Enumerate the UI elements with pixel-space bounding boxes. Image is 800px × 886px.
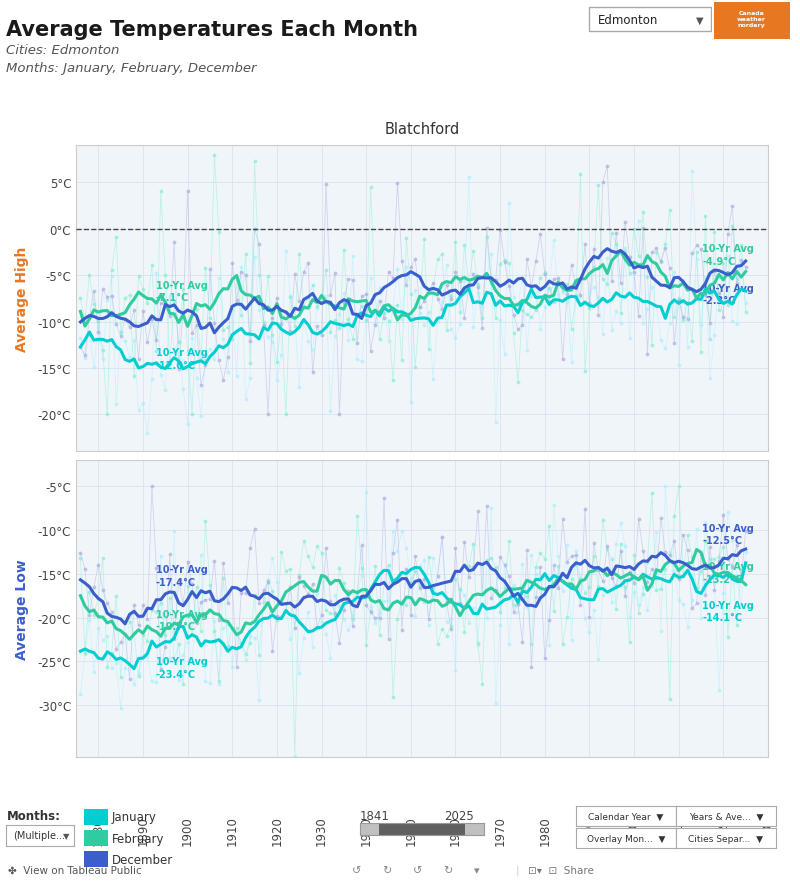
Text: ▼: ▼ <box>63 831 70 840</box>
Text: Canada
weather
nordery: Canada weather nordery <box>737 12 766 27</box>
FancyBboxPatch shape <box>590 9 710 32</box>
Text: ✤  View on Tableau Public: ✤ View on Tableau Public <box>8 865 142 874</box>
Text: Cities: Edmonton: Cities: Edmonton <box>6 44 120 58</box>
Bar <box>378 823 466 835</box>
Text: February: February <box>112 832 165 844</box>
Y-axis label: Average High: Average High <box>15 246 30 352</box>
Text: |: | <box>516 865 520 875</box>
Text: 10-Yr Avg
-2.3°C: 10-Yr Avg -2.3°C <box>702 284 754 307</box>
Text: 1841: 1841 <box>360 809 390 821</box>
Text: 10-Yr Avg
-19.7°C: 10-Yr Avg -19.7°C <box>155 610 207 632</box>
Text: ▾: ▾ <box>474 865 479 874</box>
Text: ▼: ▼ <box>696 15 703 26</box>
Text: Years & Ave...  ▼: Years & Ave... ▼ <box>689 812 763 820</box>
Text: 10-Yr Avg
-12.5°C: 10-Yr Avg -12.5°C <box>702 523 754 546</box>
Text: ⊡▾  ⊡  Share: ⊡▾ ⊡ Share <box>528 865 594 874</box>
Text: 10-Yr Avg
-7.1°C: 10-Yr Avg -7.1°C <box>155 281 207 303</box>
Text: 10-Yr Avg
-17.4°C: 10-Yr Avg -17.4°C <box>155 564 207 587</box>
Text: 10-Yr Avg
-12.0°C: 10-Yr Avg -12.0°C <box>155 348 207 370</box>
Text: 10-Yr Avg
-14.1°C: 10-Yr Avg -14.1°C <box>702 600 754 623</box>
Text: Edmonton: Edmonton <box>598 14 658 27</box>
Text: Overlay Mon...  ▼: Overlay Mon... ▼ <box>587 834 665 843</box>
Text: ↻: ↻ <box>443 865 453 874</box>
Text: Blatchford: Blatchford <box>384 122 460 137</box>
Text: December: December <box>112 853 174 866</box>
Text: 10-Yr Avg
-23.4°C: 10-Yr Avg -23.4°C <box>155 657 207 679</box>
Text: ↺: ↺ <box>352 865 362 874</box>
Text: Months:: Months: <box>6 809 61 821</box>
Text: 2025: 2025 <box>444 809 474 821</box>
Text: Months: January, February, December: Months: January, February, December <box>6 62 257 75</box>
Text: Cities Separ...  ▼: Cities Separ... ▼ <box>689 834 763 843</box>
Text: Average Temperatures Each Month: Average Temperatures Each Month <box>6 19 418 40</box>
Y-axis label: Average Low: Average Low <box>15 559 30 659</box>
Text: Calendar Year  ▼: Calendar Year ▼ <box>588 812 664 820</box>
Text: ↻: ↻ <box>382 865 392 874</box>
Text: January: January <box>112 811 157 823</box>
Text: ↺: ↺ <box>413 865 422 874</box>
Text: 10-Yr Avg
-13.2°C: 10-Yr Avg -13.2°C <box>702 562 754 584</box>
Text: (Multiple...: (Multiple... <box>13 830 66 841</box>
Text: 10-Yr Avg
-4.9°C: 10-Yr Avg -4.9°C <box>702 244 754 267</box>
